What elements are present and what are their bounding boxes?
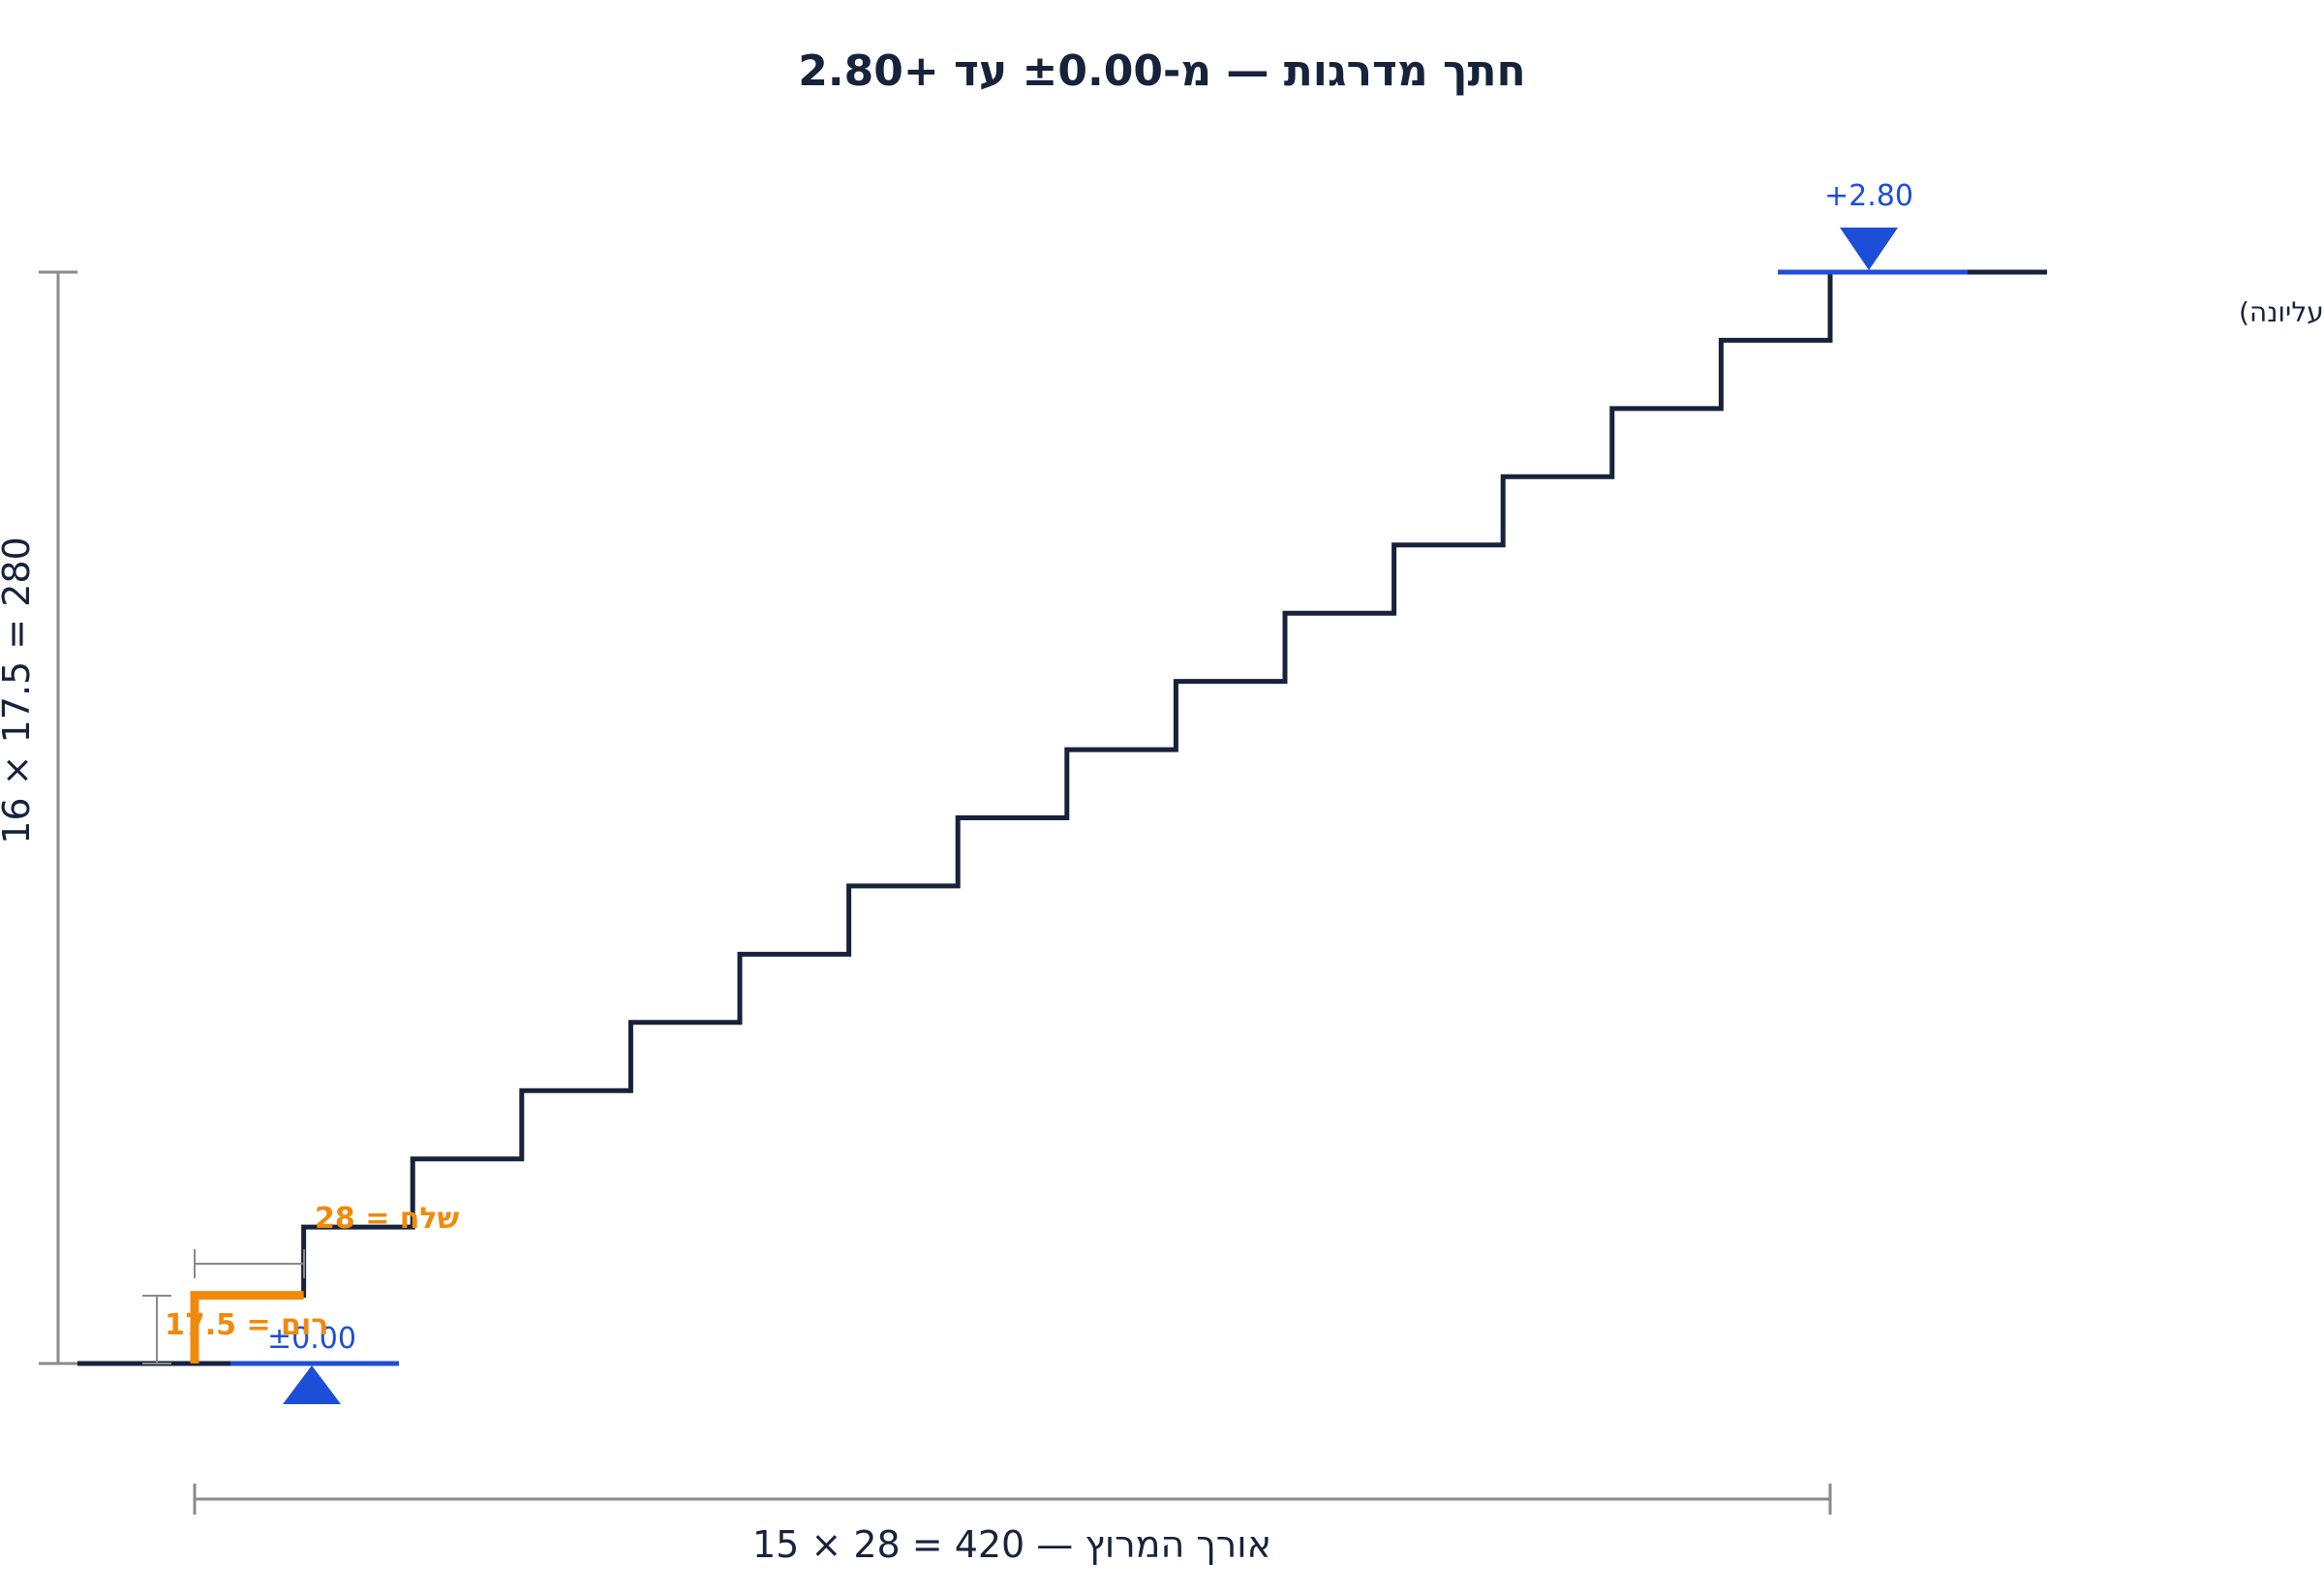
level-label-top: +2.80 — [1824, 179, 1913, 213]
level-label-bottom: ±0.00 — [267, 1322, 356, 1356]
level-marker-bottom-icon — [283, 1365, 341, 1404]
landing-label: פודסט (הקומה העליונה) — [2239, 296, 2324, 328]
riser-label: רום = 17.5 — [165, 1308, 328, 1342]
height-dimension-label: 16 × 17.5 = 280 — [0, 536, 38, 844]
tread-dimension — [194, 1249, 305, 1278]
stair-profile — [192, 272, 1833, 1363]
first-step-highlight — [190, 1291, 304, 1363]
run-dimension-label: אורך המרוץ — 420 = 28 × 15 — [752, 1523, 1271, 1566]
diagram-title: חתך מדרגות — מ-±0.00 עד +2.80 — [798, 46, 1525, 96]
level-marker-top-icon — [1840, 228, 1898, 270]
riser-dimension — [142, 1295, 171, 1364]
height-dimension — [39, 270, 77, 1365]
run-dimension — [193, 1484, 1832, 1515]
tread-label: שלח = 28 — [315, 1202, 460, 1236]
